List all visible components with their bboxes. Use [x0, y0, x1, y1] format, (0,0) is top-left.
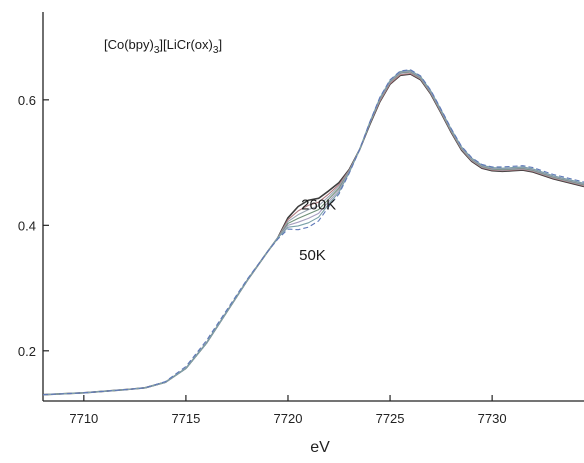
chart-title: [Co(bpy)3][LiCr(ox)3]	[104, 37, 222, 56]
y-tick-label: 0.2	[18, 344, 36, 359]
series-group	[42, 69, 584, 396]
title-sub-2: 3	[213, 45, 219, 56]
x-tick-label: 7725	[376, 411, 405, 426]
x-tick-label: 7715	[171, 411, 200, 426]
title-part-2: ][LiCr(ox)	[159, 37, 212, 52]
title-sub-1: 3	[154, 45, 160, 56]
title-part-1: [Co(bpy)	[104, 37, 154, 52]
series-line-1	[42, 73, 584, 396]
series-line-4	[42, 71, 584, 396]
series-line-6	[42, 69, 584, 396]
axes	[42, 12, 584, 402]
annotation-50k: 50K	[299, 247, 326, 264]
series-line-5	[42, 70, 584, 396]
x-axis-label: eV	[310, 439, 330, 456]
y-tick-label: 0.4	[18, 218, 36, 233]
x-tick-label: 7710	[69, 411, 98, 426]
series-line-7	[42, 69, 584, 396]
y-tick-label: 0.6	[18, 93, 36, 108]
series-line-3	[42, 71, 584, 396]
x-tick-label: 7720	[274, 411, 303, 426]
annotation-260k: 260K	[301, 197, 336, 214]
series-line-2	[42, 72, 584, 396]
x-tick-label: 7730	[478, 411, 507, 426]
title-part-3: ]	[218, 37, 222, 52]
ticks: 7710 7715 7720 7725 7730 0.2 0.4 0.6	[18, 93, 507, 426]
